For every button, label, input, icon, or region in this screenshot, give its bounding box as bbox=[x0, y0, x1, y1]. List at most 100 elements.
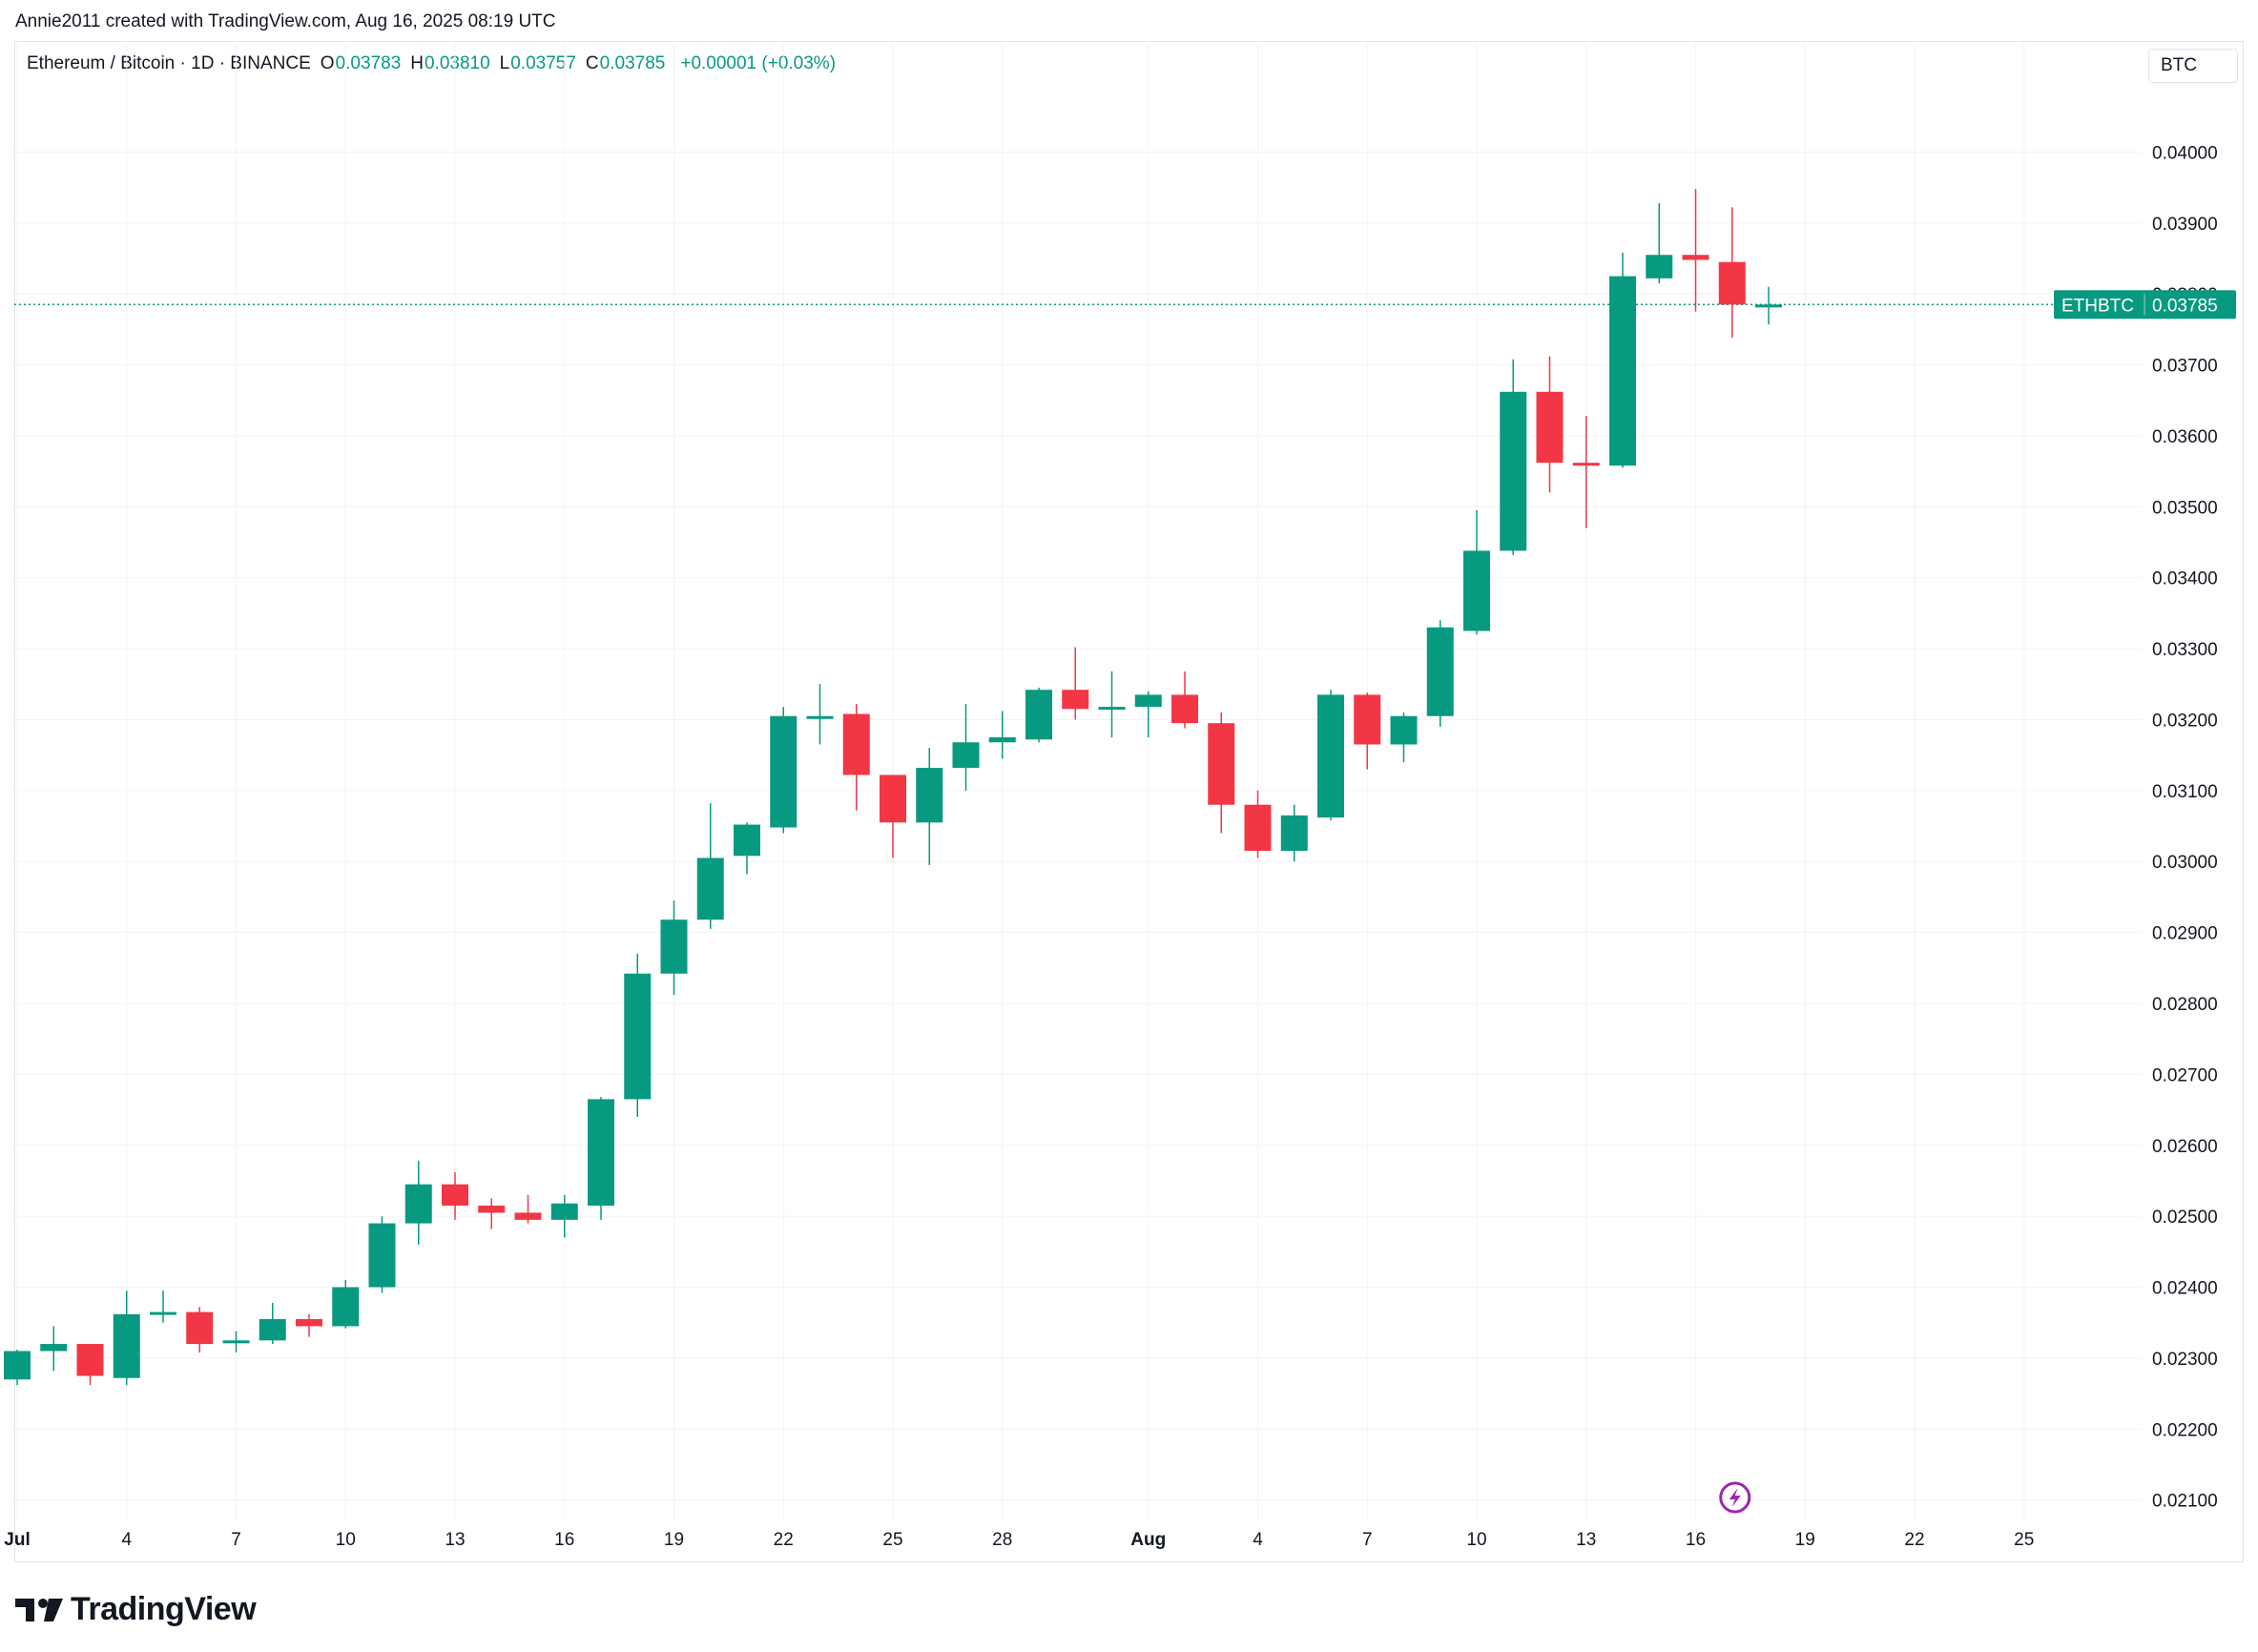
x-tick-label: 7 bbox=[1362, 1530, 1373, 1550]
candle-layer bbox=[4, 189, 1782, 1386]
close-label: C bbox=[585, 53, 599, 73]
x-tick-label: 22 bbox=[774, 1530, 794, 1550]
y-tick-label: 0.02100 bbox=[2152, 1492, 2218, 1512]
low-value: 0.03757 bbox=[510, 53, 576, 73]
x-tick-label: 22 bbox=[1904, 1530, 1924, 1550]
candle bbox=[332, 1280, 360, 1329]
last-price-ticker: ETHBTC bbox=[2061, 296, 2134, 316]
y-tick-label: 0.02900 bbox=[2152, 924, 2218, 944]
candle bbox=[113, 1291, 140, 1386]
candle bbox=[1354, 692, 1381, 770]
y-tick-label: 0.03500 bbox=[2152, 498, 2218, 518]
candle-body bbox=[952, 742, 980, 769]
candle-body bbox=[806, 715, 834, 719]
chart-frame bbox=[14, 41, 2244, 1562]
chart-credit: Annie2011 created with TradingView.com, … bbox=[15, 11, 556, 31]
candle-body bbox=[478, 1205, 506, 1213]
candle bbox=[222, 1331, 250, 1353]
y-tick-label: 0.02500 bbox=[2152, 1208, 2218, 1228]
currency-button[interactable]: BTC bbox=[2148, 49, 2238, 83]
x-tick-label: 19 bbox=[664, 1530, 684, 1550]
brand-name: TradingView bbox=[71, 1591, 257, 1627]
x-tick-label: 13 bbox=[445, 1530, 465, 1550]
candle-body bbox=[1354, 694, 1381, 745]
candle-body bbox=[222, 1340, 250, 1344]
candle-body bbox=[1426, 627, 1454, 716]
candle bbox=[478, 1198, 506, 1229]
candle bbox=[76, 1344, 104, 1386]
candle bbox=[952, 704, 980, 791]
candle bbox=[1062, 647, 1089, 720]
candle-body bbox=[1244, 804, 1272, 852]
x-tick-label: 16 bbox=[1686, 1530, 1706, 1550]
y-tick-label: 0.02600 bbox=[2152, 1137, 2218, 1157]
candle bbox=[1572, 416, 1600, 528]
y-tick-label: 0.03100 bbox=[2152, 782, 2218, 802]
candle bbox=[1646, 202, 1673, 283]
tradingview-logo-icon bbox=[15, 1598, 63, 1621]
candle-body bbox=[1025, 690, 1052, 740]
y-axis: 0.02100 0.02200 0.02300 0.02400 0.02500 0.026… bbox=[2152, 143, 2218, 1511]
candle-body bbox=[1098, 707, 1126, 711]
symbol-title[interactable]: Ethereum / Bitcoin · 1D · BINANCE bbox=[27, 53, 311, 73]
candle bbox=[1134, 691, 1162, 738]
candle bbox=[186, 1307, 214, 1353]
brand-footer[interactable]: TradingView bbox=[15, 1591, 257, 1628]
x-tick-label: Jul bbox=[4, 1530, 30, 1550]
candle-body bbox=[1718, 261, 1746, 305]
candle bbox=[1171, 671, 1198, 729]
candle bbox=[1317, 690, 1344, 821]
candle-body bbox=[1682, 255, 1709, 260]
x-tick-label: 25 bbox=[2014, 1530, 2034, 1550]
candle bbox=[1536, 356, 1564, 493]
ohlc-low: L0.03757 bbox=[500, 53, 576, 74]
ohlc-open: O0.03783 bbox=[321, 53, 401, 74]
candle-body bbox=[76, 1344, 104, 1376]
event-marker[interactable] bbox=[1719, 1481, 1751, 1514]
candle bbox=[4, 1349, 31, 1386]
candle bbox=[40, 1326, 68, 1372]
candle-body bbox=[150, 1311, 176, 1315]
candle-body bbox=[734, 824, 760, 857]
last-price-tag: ETHBTC 0.03785 bbox=[2054, 290, 2236, 320]
candle-body bbox=[4, 1351, 31, 1380]
candle-body bbox=[404, 1184, 432, 1224]
low-label: L bbox=[499, 53, 510, 73]
candle bbox=[1280, 804, 1308, 862]
candle-body bbox=[1280, 815, 1308, 852]
candle bbox=[1244, 790, 1272, 858]
candle-body bbox=[40, 1344, 68, 1352]
candle-body bbox=[332, 1287, 360, 1327]
candle-body bbox=[1572, 463, 1600, 466]
candle bbox=[660, 900, 688, 996]
candle bbox=[1390, 712, 1418, 763]
x-tick-label: 10 bbox=[336, 1530, 356, 1550]
candle bbox=[1500, 359, 1527, 555]
ohlc-close: C0.03785 bbox=[586, 53, 665, 74]
y-tick-label: 0.03700 bbox=[2152, 357, 2218, 377]
open-value: 0.03783 bbox=[335, 53, 402, 73]
x-tick-label: 28 bbox=[992, 1530, 1012, 1550]
candle bbox=[806, 684, 834, 745]
x-tick-label: 19 bbox=[1795, 1530, 1815, 1550]
candle-body bbox=[550, 1203, 578, 1220]
candle-body bbox=[660, 919, 688, 974]
candle-body bbox=[1646, 255, 1673, 279]
candle-body bbox=[770, 715, 798, 828]
candle bbox=[1755, 286, 1782, 325]
x-axis: Jul 4 7 10 13 16 19 22 25 28 Aug 4 7 10 13 16 19 22 25 bbox=[4, 1530, 2034, 1550]
candle bbox=[734, 822, 760, 875]
candle bbox=[1208, 712, 1235, 834]
price-change: +0.00001 (+0.03%) bbox=[680, 53, 837, 73]
candle-body bbox=[1390, 715, 1418, 745]
ohlc-high: H0.03810 bbox=[410, 53, 489, 74]
candle bbox=[150, 1291, 176, 1323]
y-tick-label: 0.03200 bbox=[2152, 711, 2218, 731]
candle-body bbox=[1500, 391, 1527, 551]
x-tick-label: 10 bbox=[1466, 1530, 1486, 1550]
candle bbox=[1426, 620, 1454, 727]
candle bbox=[514, 1194, 542, 1224]
candle-body bbox=[588, 1099, 614, 1206]
y-tick-label: 0.03600 bbox=[2152, 427, 2218, 447]
